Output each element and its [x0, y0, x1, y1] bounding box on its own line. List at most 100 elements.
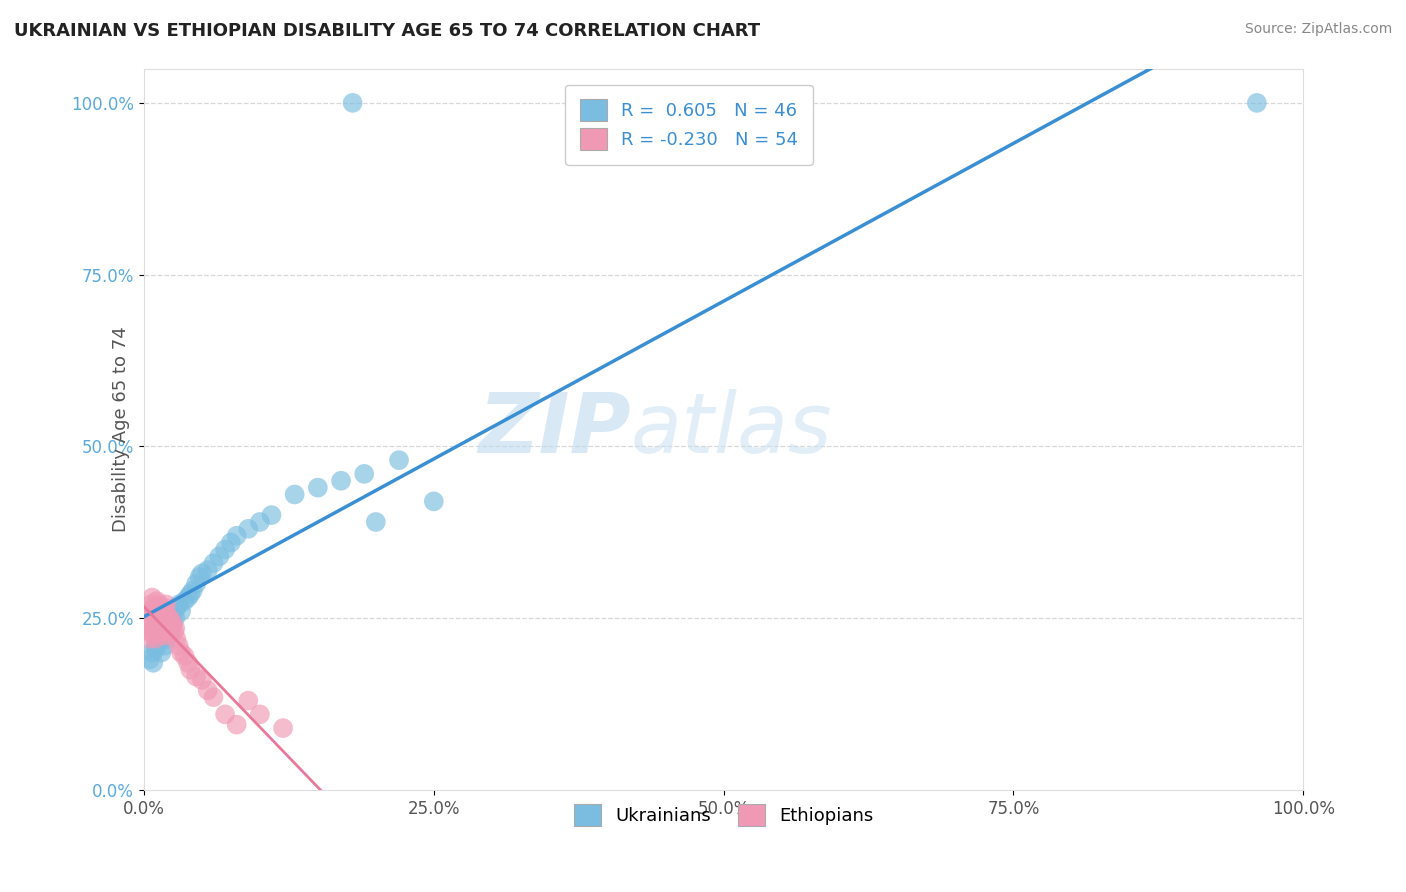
Point: [142, 656, 165, 670]
Point: [145, 632, 167, 646]
Point: [173, 594, 195, 608]
Point: [159, 628, 181, 642]
Point: [145, 607, 167, 622]
Point: [184, 576, 207, 591]
Point: [160, 615, 183, 629]
Point: [173, 648, 195, 663]
Point: [165, 632, 187, 646]
Point: [141, 591, 163, 605]
Y-axis label: Disability Age 65 to 74: Disability Age 65 to 74: [112, 326, 131, 533]
Point: [202, 690, 225, 705]
Point: [388, 453, 411, 467]
Point: [162, 607, 184, 622]
Point: [156, 628, 179, 642]
Point: [184, 669, 207, 683]
Text: UKRAINIAN VS ETHIOPIAN DISABILITY AGE 65 TO 74 CORRELATION CHART: UKRAINIAN VS ETHIOPIAN DISABILITY AGE 65…: [14, 22, 761, 40]
Point: [260, 508, 283, 522]
Point: [165, 611, 187, 625]
Point: [238, 522, 260, 536]
Point: [153, 639, 176, 653]
Point: [156, 618, 179, 632]
Text: Source: ZipAtlas.com: Source: ZipAtlas.com: [1244, 22, 1392, 37]
Point: [139, 604, 162, 618]
Point: [156, 632, 179, 646]
Point: [225, 529, 247, 543]
Text: atlas: atlas: [631, 389, 832, 470]
Point: [191, 566, 214, 581]
Point: [162, 615, 184, 629]
Point: [249, 707, 271, 722]
Point: [142, 628, 165, 642]
Point: [150, 628, 173, 642]
Point: [163, 624, 186, 639]
Point: [145, 639, 167, 653]
Point: [145, 594, 167, 608]
Point: [284, 487, 307, 501]
Point: [188, 570, 211, 584]
Point: [170, 646, 193, 660]
Legend: Ukrainians, Ethiopians: Ukrainians, Ethiopians: [565, 795, 883, 835]
Point: [152, 615, 174, 629]
Point: [141, 646, 163, 660]
Point: [271, 721, 294, 735]
Point: [143, 622, 166, 636]
Point: [150, 607, 173, 622]
Point: [141, 618, 163, 632]
Point: [148, 632, 170, 646]
Point: [214, 707, 236, 722]
Point: [238, 693, 260, 707]
Point: [150, 646, 173, 660]
Point: [139, 652, 162, 666]
Point: [145, 618, 167, 632]
Point: [156, 607, 179, 622]
Point: [167, 598, 190, 612]
Point: [364, 515, 387, 529]
Point: [159, 611, 181, 625]
Point: [177, 656, 200, 670]
Point: [225, 717, 247, 731]
Point: [142, 604, 165, 618]
Point: [157, 618, 180, 632]
Point: [159, 622, 181, 636]
Point: [197, 563, 219, 577]
Point: [191, 673, 214, 687]
Point: [146, 624, 169, 639]
Point: [208, 549, 231, 564]
Point: [330, 474, 353, 488]
Point: [146, 604, 169, 618]
Point: [179, 663, 201, 677]
Point: [214, 542, 236, 557]
Point: [181, 583, 204, 598]
Point: [167, 639, 190, 653]
Point: [143, 600, 166, 615]
Point: [150, 628, 173, 642]
Point: [139, 632, 162, 646]
Point: [152, 611, 174, 625]
Point: [423, 494, 446, 508]
Point: [149, 622, 172, 636]
Point: [353, 467, 375, 481]
Point: [153, 600, 176, 615]
Point: [145, 642, 167, 657]
Point: [170, 604, 193, 618]
Point: [138, 611, 160, 625]
Point: [155, 618, 177, 632]
Point: [159, 624, 181, 639]
Point: [307, 481, 329, 495]
Point: [148, 615, 170, 629]
Point: [1246, 95, 1268, 110]
Point: [149, 600, 172, 615]
Point: [202, 556, 225, 570]
Point: [148, 598, 170, 612]
Point: [136, 618, 159, 632]
Point: [249, 515, 271, 529]
Point: [146, 635, 169, 649]
Point: [155, 598, 177, 612]
Point: [342, 95, 364, 110]
Point: [219, 535, 242, 549]
Point: [139, 598, 162, 612]
Point: [177, 591, 200, 605]
Point: [179, 587, 201, 601]
Point: [162, 618, 184, 632]
Text: ZIP: ZIP: [478, 389, 631, 470]
